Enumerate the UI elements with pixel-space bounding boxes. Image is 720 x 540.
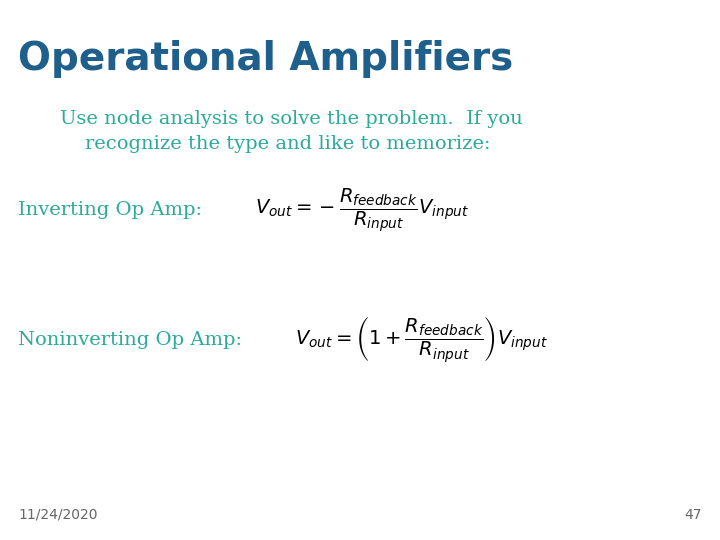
Text: Use node analysis to solve the problem.  If you
    recognize the type and like : Use node analysis to solve the problem. …: [60, 110, 523, 153]
Text: 11/24/2020: 11/24/2020: [18, 508, 97, 522]
Text: Operational Amplifiers: Operational Amplifiers: [18, 40, 513, 78]
Text: $V_{out} = \left(1 + \dfrac{R_{feedback}}{R_{input}}\right)V_{input}$: $V_{out} = \left(1 + \dfrac{R_{feedback}…: [295, 315, 548, 365]
Text: $V_{out} = -\dfrac{R_{feedback}}{R_{input}}V_{input}$: $V_{out} = -\dfrac{R_{feedback}}{R_{inpu…: [255, 186, 469, 234]
Text: Inverting Op Amp:: Inverting Op Amp:: [18, 201, 202, 219]
Text: 47: 47: [685, 508, 702, 522]
Text: Noninverting Op Amp:: Noninverting Op Amp:: [18, 331, 242, 349]
